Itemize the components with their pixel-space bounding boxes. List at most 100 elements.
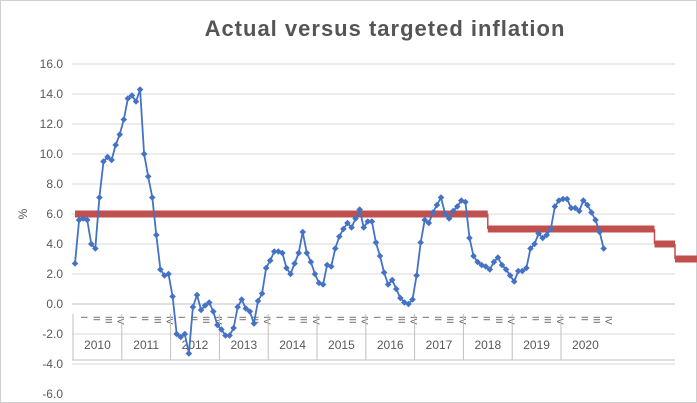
quarter-tick-label: I bbox=[274, 316, 284, 319]
quarter-tick-label: II bbox=[140, 316, 150, 321]
actual-point bbox=[462, 198, 469, 206]
actual-point bbox=[87, 240, 95, 248]
actual-point bbox=[242, 305, 250, 312]
quarter-tick-label: III bbox=[299, 316, 309, 324]
actual-point bbox=[311, 270, 319, 278]
actual-point bbox=[527, 245, 534, 252]
actual-point bbox=[201, 302, 209, 309]
y-tick-label: 12.0 bbox=[40, 117, 64, 131]
quarter-tick-label: IV bbox=[116, 316, 126, 325]
actual-point bbox=[380, 269, 388, 276]
actual-point bbox=[547, 225, 555, 233]
actual-line bbox=[74, 88, 605, 355]
actual-point bbox=[209, 308, 217, 315]
actual-point bbox=[246, 308, 254, 315]
actual-point bbox=[580, 197, 587, 204]
actual-point bbox=[466, 234, 473, 242]
actual-point bbox=[433, 201, 441, 209]
year-label: 2015 bbox=[328, 338, 355, 352]
quarter-tick-label: IV bbox=[604, 316, 614, 325]
actual-point bbox=[356, 206, 363, 213]
actual-point bbox=[108, 156, 115, 164]
actual-series bbox=[71, 86, 607, 357]
actual-point bbox=[319, 281, 327, 288]
actual-point bbox=[413, 272, 420, 279]
actual-point bbox=[535, 230, 542, 237]
actual-point bbox=[140, 150, 148, 158]
actual-point bbox=[368, 218, 376, 225]
actual-point bbox=[92, 245, 99, 252]
actual-point bbox=[392, 285, 400, 293]
quarter-tick-label: I bbox=[226, 316, 236, 319]
quarter-tick-label: III bbox=[445, 316, 455, 324]
actual-point bbox=[71, 260, 79, 267]
quarter-tick-label: II bbox=[384, 316, 394, 321]
actual-point bbox=[169, 293, 176, 300]
actual-point bbox=[596, 228, 603, 236]
actual-point bbox=[474, 258, 481, 266]
y-tick-label: 14.0 bbox=[40, 87, 64, 101]
actual-point bbox=[254, 297, 262, 305]
quarter-tick-label: II bbox=[482, 316, 492, 321]
actual-point bbox=[307, 258, 315, 266]
actual-point bbox=[205, 299, 213, 306]
actual-point bbox=[100, 158, 107, 165]
actual-point bbox=[453, 203, 461, 210]
actual-point bbox=[291, 260, 298, 267]
actual-point bbox=[104, 153, 111, 161]
year-label: 2018 bbox=[474, 338, 501, 352]
actual-point bbox=[584, 201, 591, 209]
y-axis-label: % bbox=[16, 208, 30, 219]
actual-point bbox=[575, 207, 583, 215]
actual-point bbox=[551, 203, 559, 210]
y-tick-label: 4.0 bbox=[46, 237, 63, 251]
quarter-tick-label: I bbox=[128, 316, 138, 319]
actual-point bbox=[116, 131, 124, 138]
actual-point bbox=[364, 218, 372, 225]
actual-point bbox=[360, 224, 368, 231]
year-label: 2011 bbox=[133, 338, 159, 352]
quarter-tick-label: II bbox=[238, 316, 248, 321]
quarter-tick-label: IV bbox=[409, 316, 419, 325]
actual-point bbox=[563, 195, 571, 203]
actual-point bbox=[262, 264, 270, 272]
actual-point bbox=[449, 207, 457, 215]
y-tick-label: -2.0 bbox=[42, 327, 63, 341]
actual-point bbox=[222, 332, 229, 339]
actual-point bbox=[510, 278, 518, 285]
quarter-tick-label: IV bbox=[213, 316, 223, 325]
actual-point bbox=[352, 215, 359, 222]
actual-point bbox=[397, 294, 404, 302]
quarter-tick-label: II bbox=[335, 316, 345, 321]
actual-point bbox=[299, 228, 307, 236]
quarter-tick-label: IV bbox=[311, 316, 321, 325]
actual-point bbox=[494, 254, 502, 261]
quarter-tick-label: I bbox=[567, 316, 577, 319]
actual-point bbox=[498, 261, 506, 269]
actual-point bbox=[567, 204, 575, 212]
quarter-tick-label: I bbox=[421, 316, 431, 319]
actual-point bbox=[502, 266, 510, 273]
year-label: 2014 bbox=[279, 338, 306, 352]
actual-point bbox=[185, 350, 193, 357]
actual-point bbox=[234, 303, 241, 311]
y-tick-label: 8.0 bbox=[46, 177, 63, 191]
quarter-tick-label: III bbox=[543, 316, 553, 324]
chart-title: Actual versus targeted inflation bbox=[204, 16, 566, 41]
actual-point bbox=[445, 215, 453, 222]
actual-point bbox=[506, 272, 514, 279]
actual-point bbox=[486, 266, 494, 273]
actual-point bbox=[189, 303, 197, 311]
actual-point bbox=[437, 194, 445, 201]
y-tick-label: 16.0 bbox=[40, 57, 64, 71]
actual-point bbox=[132, 98, 140, 105]
actual-point bbox=[173, 330, 180, 338]
actual-point bbox=[161, 272, 168, 279]
actual-point bbox=[425, 219, 433, 227]
year-label: 2017 bbox=[426, 338, 453, 352]
actual-point bbox=[136, 86, 144, 93]
actual-point bbox=[287, 270, 294, 278]
quarter-tick-label: IV bbox=[555, 316, 565, 325]
actual-point bbox=[388, 276, 396, 284]
quarter-tick-label: IV bbox=[457, 316, 467, 325]
